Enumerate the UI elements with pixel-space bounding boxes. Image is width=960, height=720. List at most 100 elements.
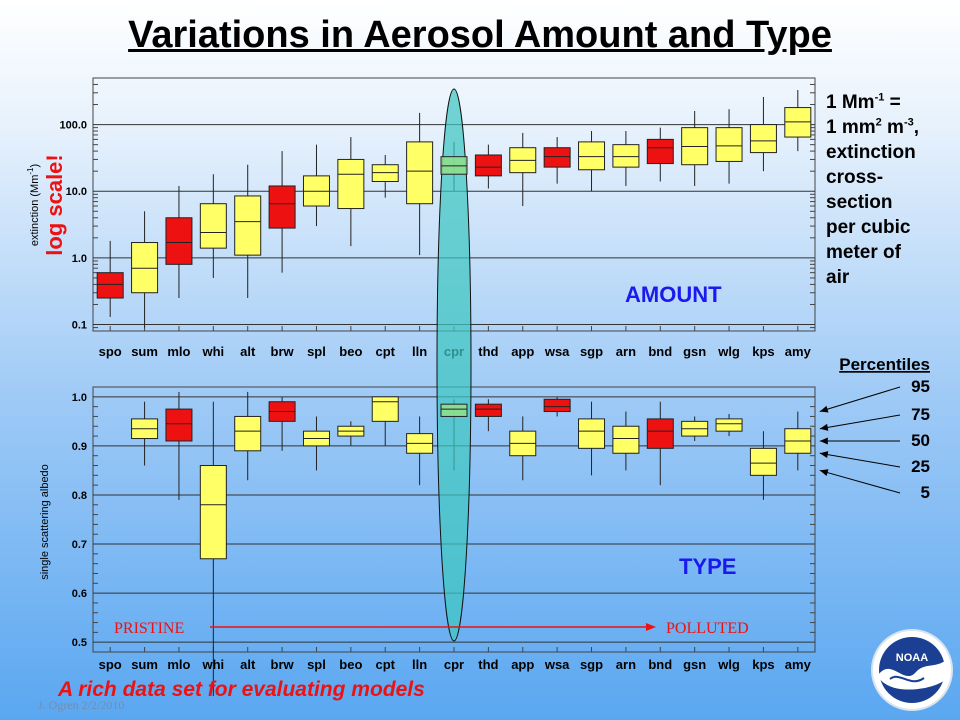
percentile-pointer — [819, 452, 901, 468]
box-sum — [131, 211, 159, 328]
box-bnd — [646, 401, 674, 486]
x-tick-label: bnd — [648, 657, 672, 672]
box-alt — [234, 391, 262, 481]
x-tick-label: amy — [785, 344, 812, 359]
iqr-box — [749, 447, 777, 476]
box-cpt — [371, 396, 399, 446]
slide-title: Variations in Aerosol Amount and Type — [128, 14, 832, 56]
pristine-polluted-arrowhead — [646, 623, 656, 631]
x-tick-label: sgp — [580, 344, 603, 359]
x-tick-label: beo — [339, 344, 362, 359]
percentile-pointer-head — [819, 437, 828, 445]
y-tick-label: 0.5 — [72, 637, 87, 649]
box-spl — [302, 144, 330, 227]
x-tick-label: alt — [240, 344, 256, 359]
box-thd — [474, 144, 502, 189]
iqr-box — [371, 396, 399, 422]
unit-note-line7: meter of — [826, 242, 901, 263]
box-kps — [749, 96, 777, 172]
percentile-pointer-head — [819, 451, 829, 459]
y-tick-label: 10.0 — [66, 186, 87, 198]
y-tick-label: 1.0 — [72, 253, 87, 265]
iqr-box — [543, 398, 571, 413]
x-tick-label: bnd — [648, 344, 672, 359]
y-tick-label: 0.9 — [72, 441, 87, 453]
box-wsa — [543, 137, 571, 184]
box-arn — [612, 131, 640, 186]
box-arn — [612, 411, 640, 471]
box-cpt — [371, 154, 399, 198]
x-tick-label: whi — [201, 344, 224, 359]
x-tick-label: arn — [616, 657, 636, 672]
x-tick-label: thd — [478, 657, 498, 672]
iqr-box — [578, 141, 606, 171]
svg-text:NOAA: NOAA — [896, 652, 928, 664]
iqr-box-cpr — [440, 403, 468, 417]
unit-note-line5: section — [826, 192, 893, 213]
box-wsa — [543, 396, 571, 417]
x-tick-label: alt — [240, 657, 256, 672]
percentile-label-50: 50 — [911, 431, 930, 450]
percentile-pointer-head — [819, 423, 829, 431]
iqr-box — [612, 425, 640, 454]
type-panel-label: TYPE — [679, 554, 736, 579]
percentile-label-5: 5 — [921, 483, 930, 502]
x-tick-label: mlo — [167, 657, 190, 672]
iqr-box — [612, 144, 640, 168]
box-spl — [302, 416, 330, 471]
percentile-label-75: 75 — [911, 405, 930, 424]
box-kps — [749, 431, 777, 500]
iqr-box — [474, 154, 502, 177]
percentile-label-25: 25 — [911, 457, 930, 476]
percentile-pointer — [819, 469, 901, 494]
percentile-pointer-head — [819, 469, 829, 476]
x-tick-label: wlg — [717, 657, 740, 672]
x-tick-label: thd — [478, 344, 498, 359]
y-tick-label: 1.0 — [72, 392, 87, 404]
x-tick-label: beo — [339, 657, 362, 672]
box-mlo — [165, 391, 193, 500]
x-tick-label: cpr — [444, 657, 464, 672]
box-sgp — [578, 131, 606, 192]
x-tick-label: amy — [785, 657, 812, 672]
polluted-label: POLLUTED — [666, 620, 749, 637]
x-tick-label: mlo — [167, 344, 190, 359]
y-tick-label: 0.7 — [72, 539, 87, 551]
iqr-box — [234, 195, 262, 256]
unit-note-line2: 1 mm2 m-3, — [826, 116, 920, 138]
box-app — [509, 416, 537, 481]
footer-tagline: A rich data set for evaluating models — [58, 678, 425, 701]
iqr-box — [199, 203, 227, 249]
pristine-label: PRISTINE — [114, 620, 184, 637]
box-spo — [96, 240, 124, 317]
log-scale-annotation: log scale! — [42, 154, 67, 255]
unit-note-line6: per cubic — [826, 217, 911, 238]
iqr-box — [199, 465, 227, 560]
x-tick-label: brw — [271, 344, 295, 359]
amount-y-axis-title: extinction (Mm-1) — [26, 164, 41, 246]
x-tick-label: sum — [131, 657, 158, 672]
x-tick-label: spo — [99, 344, 122, 359]
y-tick-label: 0.6 — [72, 588, 87, 600]
x-tick-label: kps — [752, 344, 774, 359]
iqr-box — [578, 418, 606, 449]
iqr-box — [337, 158, 365, 210]
y-tick-label: 0.8 — [72, 490, 87, 502]
iqr-box — [543, 147, 571, 168]
iqr-box — [406, 141, 434, 205]
x-tick-label: app — [511, 344, 534, 359]
x-tick-label: gsn — [683, 344, 706, 359]
x-tick-label: sum — [131, 344, 158, 359]
author-credit: J. Ogren 2/2/2010 — [38, 698, 125, 712]
box-beo — [337, 421, 365, 446]
box-gsn — [681, 416, 709, 441]
box-wlg — [715, 413, 743, 437]
noaa-logo: NOAA — [871, 629, 953, 711]
x-tick-label: spl — [307, 344, 326, 359]
iqr-box — [646, 418, 674, 449]
cpr-highlight-ellipse — [436, 88, 472, 642]
box-whi — [199, 174, 227, 278]
amount-panel-label: AMOUNT — [625, 282, 722, 307]
box-app — [509, 132, 537, 207]
